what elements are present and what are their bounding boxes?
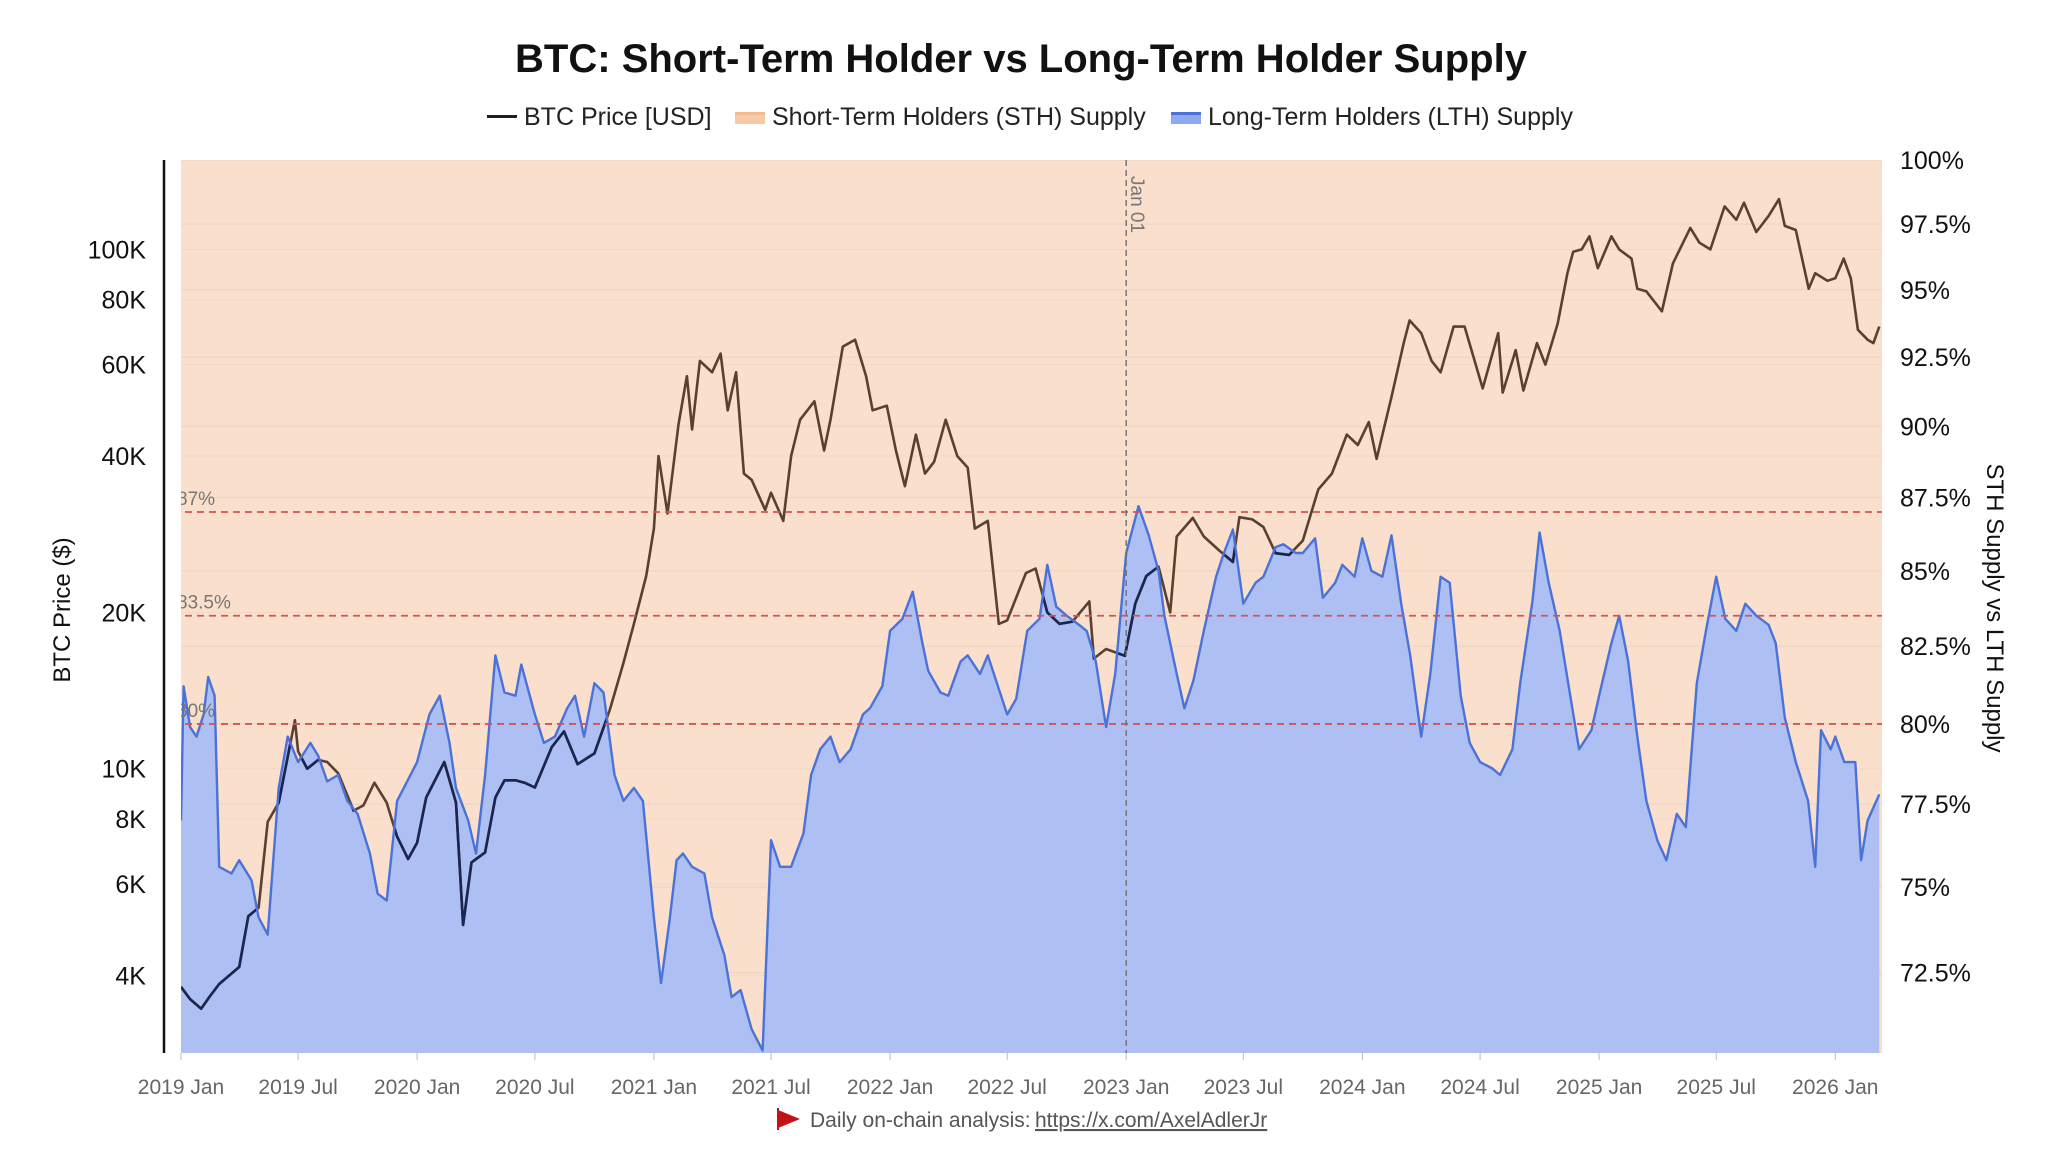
plot-area: 87% 83.5% 80% Jan 01 <box>177 160 1882 1053</box>
right-axis-tick-label: 100% <box>1900 147 1964 175</box>
right-axis-tick-label: 80% <box>1900 711 1950 739</box>
left-axis-tick-label: 20K <box>102 599 147 627</box>
legend-label-btc-price: BTC Price [USD] <box>524 103 712 131</box>
vertical-marker: Jan 01 <box>1125 160 1147 1053</box>
x-axis-tick-label: 2021 Jan <box>611 1076 697 1099</box>
x-axis-tick-label: 2025 Jul <box>1677 1076 1756 1099</box>
left-axis-title: BTC Price ($) <box>49 537 76 682</box>
right-axis-tick-label: 90% <box>1900 413 1950 441</box>
legend-swatch-btc-price <box>487 115 517 118</box>
right-axis-tick-label: 87.5% <box>1900 485 1971 513</box>
x-axis-tick-label: 2023 Jan <box>1083 1076 1169 1099</box>
footer: Daily on-chain analysis: https://x.com/A… <box>777 1108 1267 1132</box>
reference-lines: 87% 83.5% 80% <box>177 489 1882 725</box>
legend: BTC Price [USD] Short-Term Holders (STH)… <box>487 103 1573 131</box>
legend-item-btc-price[interactable]: BTC Price [USD] <box>487 103 712 131</box>
x-axis-tick-label: 2019 Jul <box>258 1076 337 1099</box>
footer-text: Daily on-chain analysis: <box>810 1109 1031 1132</box>
left-axis-tick-label: 4K <box>115 962 146 990</box>
x-axis-tick-label: 2021 Jul <box>731 1076 810 1099</box>
legend-item-lth-supply[interactable]: Long-Term Holders (LTH) Supply <box>1171 103 1573 131</box>
legend-label-sth-supply: Short-Term Holders (STH) Supply <box>772 103 1146 131</box>
legend-item-sth-supply[interactable]: Short-Term Holders (STH) Supply <box>735 103 1146 131</box>
right-axis-tick-label: 82.5% <box>1900 633 1971 661</box>
right-axis-tick-label: 72.5% <box>1900 960 1971 988</box>
left-axis-tick-label: 10K <box>102 756 147 784</box>
left-axis-tick-label: 80K <box>102 287 147 315</box>
lth-supply-line <box>181 505 1881 1052</box>
x-axis-tick-label: 2020 Jul <box>495 1076 574 1099</box>
vertical-marker-label: Jan 01 <box>1126 176 1147 233</box>
x-axis-tick-label: 2026 Jan <box>1792 1076 1878 1099</box>
right-axis-tick-label: 92.5% <box>1900 344 1971 372</box>
left-axis-tick-label: 8K <box>115 806 146 834</box>
footer-link[interactable]: https://x.com/AxelAdlerJr <box>1035 1109 1267 1132</box>
legend-label-lth-supply: Long-Term Holders (LTH) Supply <box>1208 103 1573 131</box>
left-axis-tick-label: 6K <box>115 871 146 899</box>
right-axis-tick-label: 77.5% <box>1900 791 1971 819</box>
x-axis-tick-label: 2023 Jul <box>1204 1076 1283 1099</box>
right-axis-tick-label: 75% <box>1900 874 1950 902</box>
right-axis-tick-label: 97.5% <box>1900 211 1971 239</box>
x-axis-tick-label: 2020 Jan <box>374 1076 460 1099</box>
reference-line-label: 83.5% <box>177 593 231 614</box>
left-axis-tick-label: 60K <box>102 352 147 380</box>
x-axis-tick-label: 2022 Jan <box>847 1076 933 1099</box>
right-axis-title: STH Supply vs LTH Supply <box>1981 464 2008 753</box>
x-axis-ticks: 2019 Jan 2019 Jul 2020 Jan 2020 Jul 2021 Jan… <box>138 1053 1878 1099</box>
right-axis-ticks: 100% 97.5% 95% 92.5% 90% 87.5% 85% 82.5% 80% 77.5… <box>1900 147 1971 987</box>
right-axis-tick-label: 85% <box>1900 558 1950 586</box>
left-axis-tick-label: 100K <box>88 236 147 264</box>
x-axis-tick-label: 2024 Jan <box>1319 1076 1405 1099</box>
right-axis-tick-label: 95% <box>1900 277 1950 305</box>
x-axis-tick-label: 2024 Jul <box>1440 1076 1519 1099</box>
chart-title: BTC: Short-Term Holder vs Long-Term Hold… <box>515 37 1528 81</box>
reference-line-label: 87% <box>177 489 215 510</box>
left-axis-tick-label: 40K <box>102 443 147 471</box>
reference-line-label: 80% <box>177 701 215 722</box>
x-axis-tick-label: 2022 Jul <box>967 1076 1046 1099</box>
x-axis-tick-label: 2025 Jan <box>1556 1076 1642 1099</box>
x-axis-tick-label: 2019 Jan <box>138 1076 224 1099</box>
left-axis-ticks: 4K 6K 8K 10K 20K 40K 60K 80K 100K <box>88 236 147 990</box>
red-flag-icon <box>778 1110 800 1128</box>
